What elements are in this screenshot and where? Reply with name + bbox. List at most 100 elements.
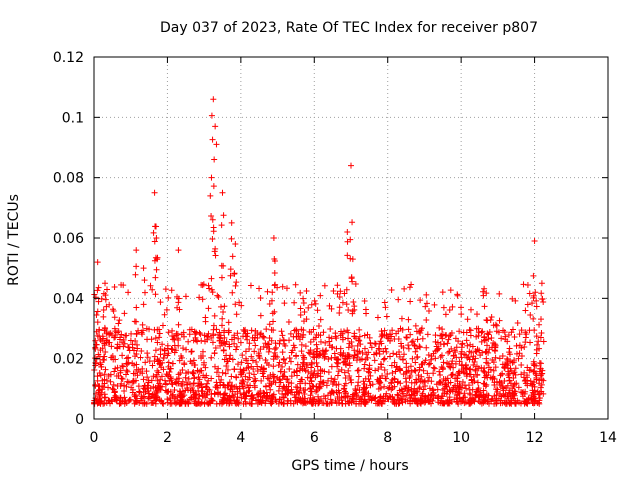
data-point [156, 334, 163, 341]
data-point [183, 370, 190, 377]
data-point [244, 330, 251, 337]
data-point [361, 380, 368, 387]
data-point [308, 388, 315, 395]
data-point [223, 363, 230, 370]
data-point [219, 369, 226, 376]
data-point [474, 346, 481, 353]
data-point [405, 326, 412, 333]
data-point [190, 368, 197, 375]
data-point [398, 315, 405, 322]
data-point [283, 376, 290, 383]
data-point [132, 271, 139, 278]
data-point [379, 331, 386, 338]
data-point [385, 385, 392, 392]
data-point [221, 303, 228, 310]
data-point [436, 368, 443, 375]
data-point [351, 333, 358, 340]
data-point [538, 316, 545, 323]
data-point [187, 387, 194, 394]
data-point [395, 296, 402, 303]
data-point [487, 317, 494, 324]
data-point [383, 313, 390, 320]
data-point [288, 386, 295, 393]
data-point [111, 389, 118, 396]
data-point [190, 380, 197, 387]
data-point [515, 384, 522, 391]
data-point [524, 400, 531, 407]
data-point [465, 353, 472, 360]
data-point [315, 322, 322, 329]
data-point [363, 351, 370, 358]
data-point [269, 310, 276, 317]
data-point [307, 338, 314, 345]
data-point [259, 370, 266, 377]
data-point [264, 340, 271, 347]
chart-title: Day 037 of 2023, Rate Of TEC Index for r… [160, 20, 538, 36]
data-point [123, 367, 130, 374]
data-point [97, 347, 104, 354]
data-point [319, 399, 326, 406]
data-point [478, 329, 485, 336]
data-point [157, 351, 164, 358]
data-point [406, 284, 413, 291]
data-point [268, 297, 275, 304]
data-point [405, 384, 412, 391]
data-point [159, 383, 166, 390]
data-point [262, 340, 269, 347]
data-point [315, 393, 322, 400]
data-point [428, 378, 435, 385]
data-point [473, 333, 480, 340]
data-point [108, 332, 115, 339]
data-point [518, 371, 525, 378]
data-point [120, 363, 127, 370]
data-point [282, 360, 289, 367]
data-point [255, 350, 262, 357]
data-point [375, 400, 382, 407]
data-point [384, 334, 391, 341]
data-point [531, 367, 538, 374]
data-point [412, 359, 419, 366]
data-point [260, 343, 267, 350]
data-point [511, 357, 518, 364]
data-point [182, 387, 189, 394]
data-point [381, 383, 388, 390]
data-point [174, 304, 181, 311]
data-point [199, 348, 206, 355]
data-point [279, 363, 286, 370]
data-point [265, 375, 272, 382]
data-point [466, 390, 473, 397]
data-point [149, 362, 156, 369]
data-point [211, 156, 218, 163]
data-point [434, 386, 441, 393]
y-tick-label: 0.02 [53, 352, 84, 368]
data-point [102, 296, 109, 303]
data-point [439, 289, 446, 296]
data-point [524, 372, 531, 379]
data-point [526, 290, 533, 297]
data-point [480, 367, 487, 374]
data-point [419, 335, 426, 342]
data-point [369, 381, 376, 388]
data-point [422, 357, 429, 364]
data-point [505, 389, 512, 396]
data-point [453, 354, 460, 361]
data-point [403, 334, 410, 341]
data-point [516, 342, 523, 349]
data-point [142, 359, 149, 366]
data-point [417, 297, 424, 304]
data-point [244, 336, 251, 343]
data-point [200, 361, 207, 368]
data-point [492, 397, 499, 404]
data-point [506, 345, 513, 352]
data-point [393, 363, 400, 370]
data-point [454, 375, 461, 382]
data-point [111, 368, 118, 375]
data-point [213, 400, 220, 407]
data-point [506, 374, 513, 381]
data-point [426, 360, 433, 367]
data-point [262, 400, 269, 407]
data-point [391, 359, 398, 366]
data-point [416, 384, 423, 391]
data-point [387, 330, 394, 337]
data-point [317, 378, 324, 385]
